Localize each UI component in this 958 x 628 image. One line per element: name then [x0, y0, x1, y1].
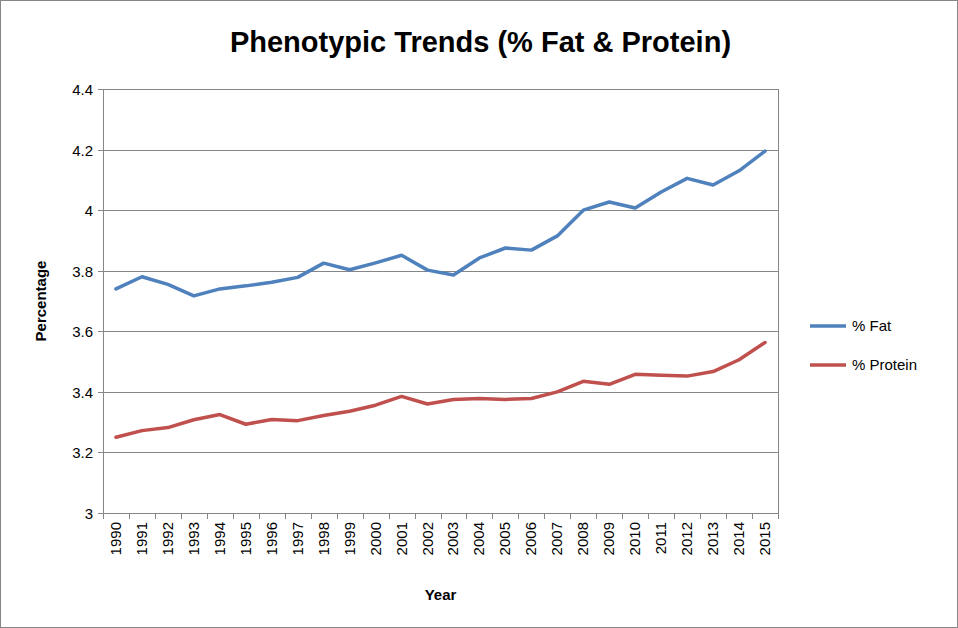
x-tick	[518, 513, 519, 519]
x-tick-label: 1993	[185, 522, 202, 555]
plot-frame	[104, 90, 779, 514]
x-tick-label: 2008	[574, 522, 591, 555]
x-tick-label: 2011	[652, 522, 669, 554]
x-tick	[207, 513, 208, 519]
x-tick	[285, 513, 286, 519]
grid-line	[103, 210, 778, 211]
y-tick	[98, 271, 103, 272]
x-tick-label: 2009	[600, 522, 617, 555]
series-line	[116, 151, 765, 296]
x-tick-label: 2006	[522, 522, 539, 555]
y-tick	[98, 210, 103, 211]
x-tick-label: 2005	[496, 522, 513, 555]
x-tick	[648, 513, 649, 519]
y-tick	[98, 89, 103, 90]
x-tick	[233, 513, 234, 519]
y-tick	[98, 452, 103, 453]
y-tick	[98, 392, 103, 393]
x-tick	[466, 513, 467, 519]
y-tick	[98, 150, 103, 151]
y-tick-label: 3.6	[72, 323, 93, 340]
x-tick	[259, 513, 260, 519]
x-tick	[415, 513, 416, 519]
y-tick-label: 3	[85, 505, 93, 522]
x-tick-label: 2013	[704, 522, 721, 555]
x-tick	[389, 513, 390, 519]
y-tick	[98, 513, 103, 514]
x-tick	[155, 513, 156, 519]
x-tick	[778, 513, 779, 519]
x-tick-label: 2000	[367, 522, 384, 555]
x-tick-label: 1998	[315, 522, 332, 555]
x-tick-label: 2004	[470, 522, 487, 555]
x-tick-label: 1990	[107, 522, 124, 555]
x-tick-label: 2015	[756, 522, 773, 555]
series-group	[116, 151, 765, 437]
legend-swatch	[810, 324, 846, 328]
x-tick	[752, 513, 753, 519]
grid-line	[103, 331, 778, 332]
x-axis-label: Year	[425, 586, 457, 603]
x-tick	[311, 513, 312, 519]
x-tick-label: 2001	[393, 522, 410, 555]
chart-border	[1, 1, 958, 628]
x-tick	[181, 513, 182, 519]
grid-line	[103, 392, 778, 393]
x-tick-label: 1999	[341, 522, 358, 555]
grid-line	[103, 150, 778, 151]
x-tick-label: 2002	[419, 522, 436, 555]
title: Phenotypic Trends (% Fat & Protein)	[230, 26, 731, 58]
x-tick-label: 1992	[159, 522, 176, 555]
legend-label: % Protein	[852, 356, 917, 373]
x-tick-label: 2014	[730, 522, 747, 555]
chart: Phenotypic Trends (% Fat & Protein) 3 3.2 3…	[0, 0, 958, 628]
x-tick	[726, 513, 727, 519]
legend-label: % Fat	[852, 317, 892, 334]
y-axis-label: Percentage	[32, 261, 49, 342]
x-tick	[700, 513, 701, 519]
x-tick-label: 1991	[133, 522, 150, 555]
x-tick	[441, 513, 442, 519]
x-tick	[570, 513, 571, 519]
x-tick	[674, 513, 675, 519]
y-tick	[98, 331, 103, 332]
y-tick-label: 4.4	[72, 81, 93, 98]
series-line	[116, 342, 765, 437]
x-tick-label: 2010	[626, 522, 643, 555]
x-tick	[129, 513, 130, 519]
y-tick-label: 4	[85, 202, 93, 219]
x-tick-label: 2012	[678, 522, 695, 555]
y-tick-label: 3.4	[72, 384, 93, 401]
x-tick	[544, 513, 545, 519]
x-tick-label: 2003	[444, 522, 461, 555]
x-tick	[103, 513, 104, 519]
x-tick	[363, 513, 364, 519]
x-tick	[492, 513, 493, 519]
x-tick	[337, 513, 338, 519]
x-tick-label: 1997	[289, 522, 306, 555]
x-tick-label: 1995	[237, 522, 254, 555]
legend-swatch	[810, 363, 846, 367]
y-tick-label: 3.2	[72, 444, 93, 461]
x-tick-label: 1996	[263, 522, 280, 555]
x-tick-label: 1994	[211, 522, 228, 555]
x-tick	[622, 513, 623, 519]
x-tick	[596, 513, 597, 519]
x-tick-label: 2007	[548, 522, 565, 555]
y-tick-label: 4.2	[72, 142, 93, 159]
y-tick-label: 3.8	[72, 263, 93, 280]
grid-line	[103, 452, 778, 453]
